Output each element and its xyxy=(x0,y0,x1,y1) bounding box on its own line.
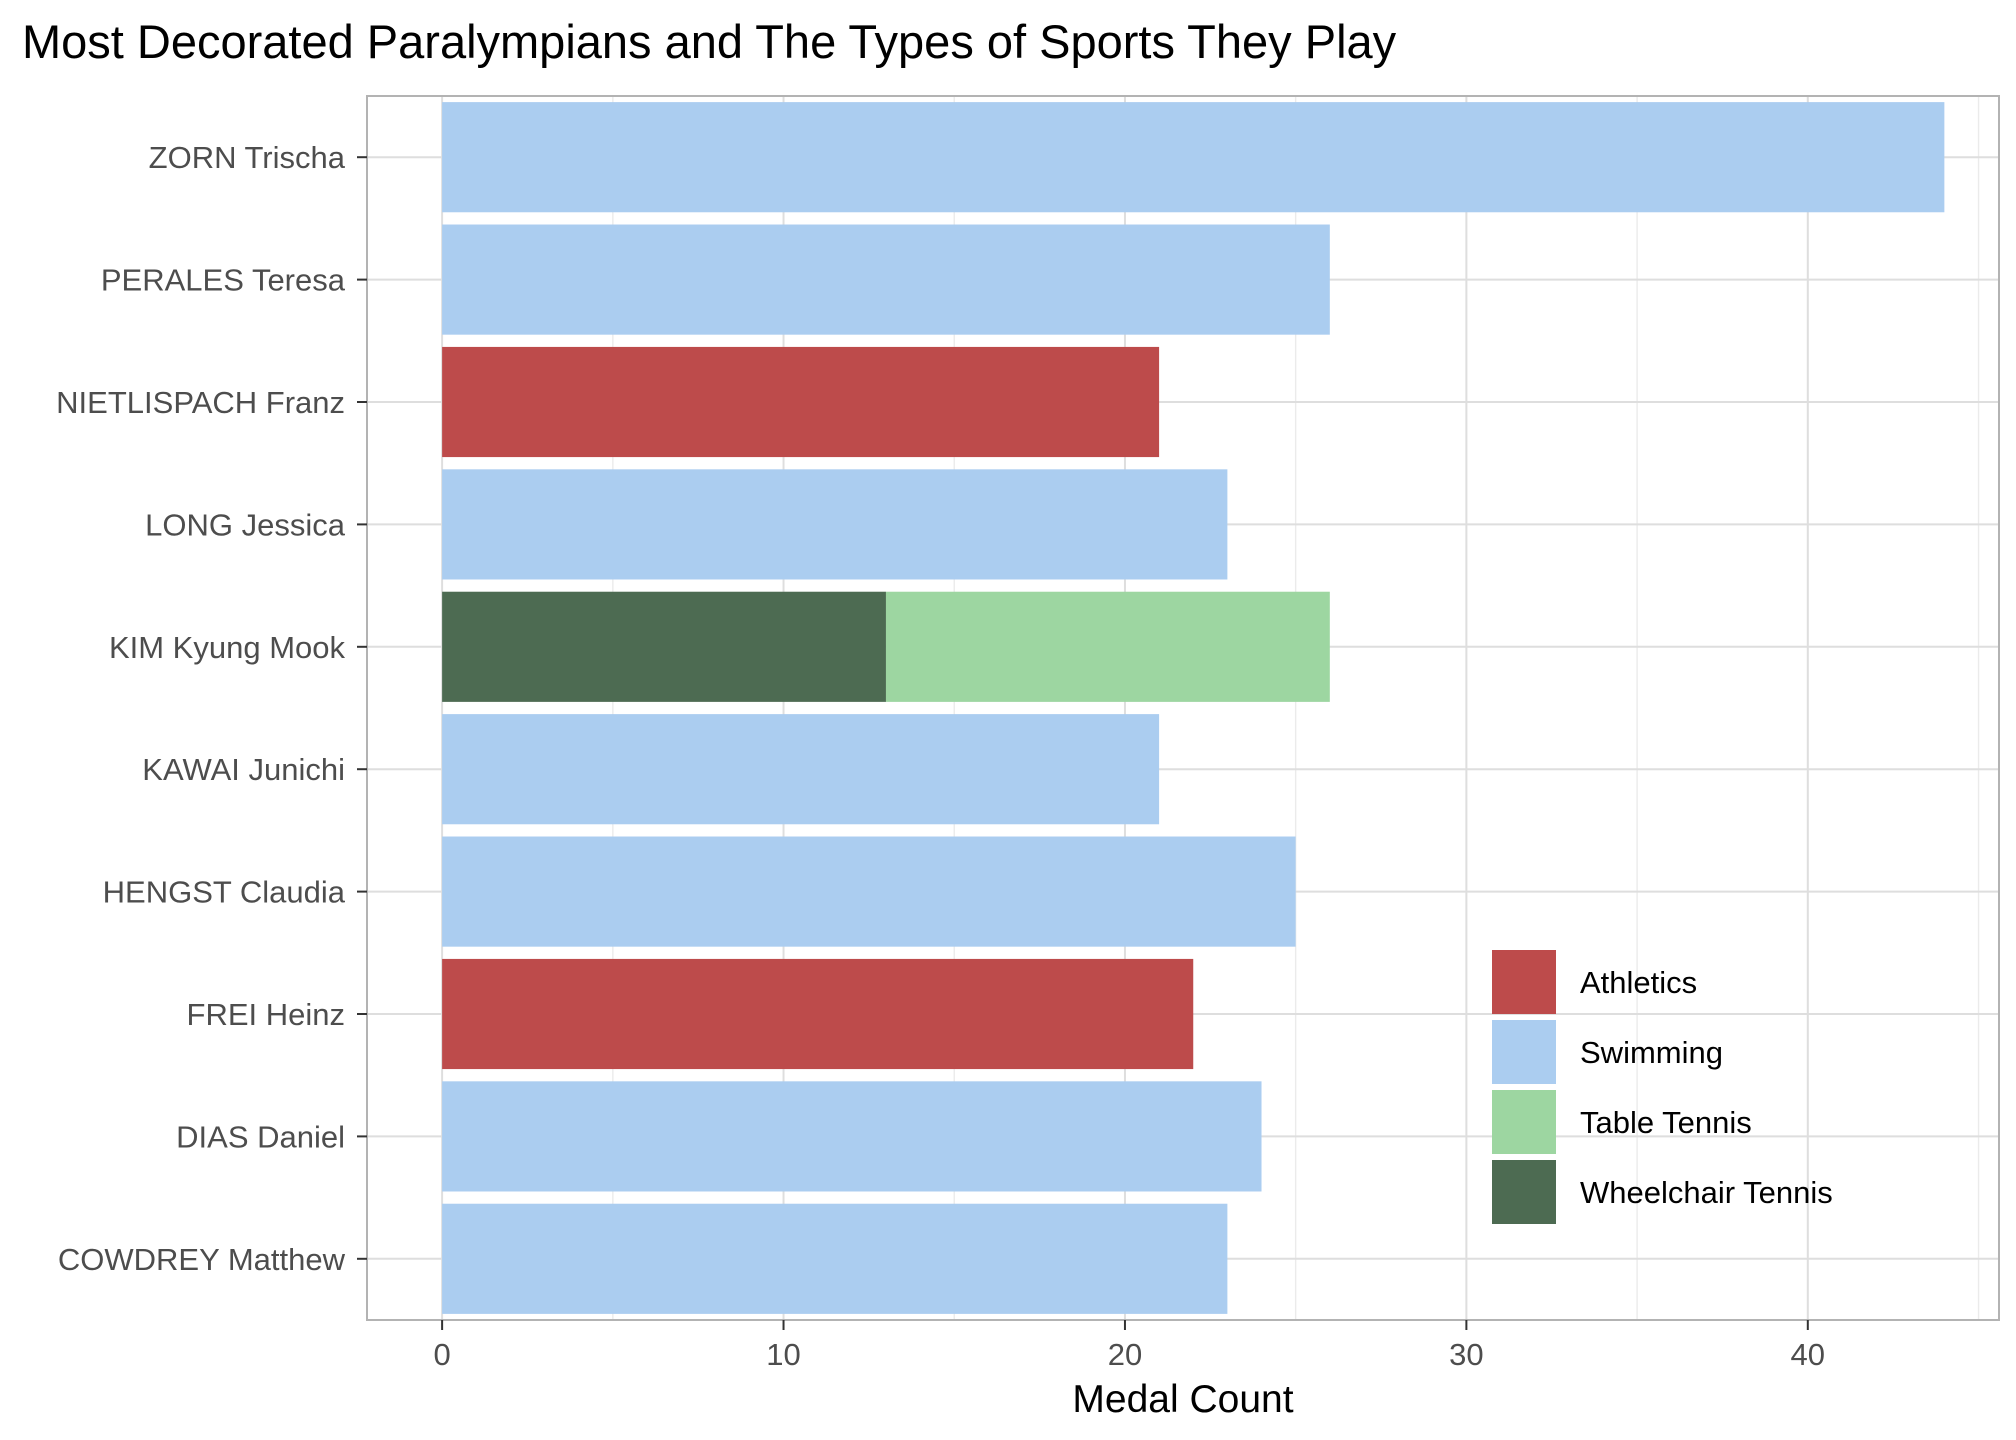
y-tick-label: HENGST Claudia xyxy=(103,875,346,910)
y-axis: ZORN Trischa PERALES Teresa NIETLISPACH Fr… xyxy=(56,140,367,1277)
legend-key xyxy=(1492,1160,1556,1224)
legend-key xyxy=(1492,950,1556,1014)
bar-wheelchair-tennis xyxy=(442,591,886,702)
bar-swimming xyxy=(442,102,1945,213)
legend-key xyxy=(1492,1090,1556,1154)
y-tick-label: DIAS Daniel xyxy=(176,1119,345,1154)
x-tick-label: 40 xyxy=(1791,1337,1825,1372)
y-tick-label: NIETLISPACH Franz xyxy=(56,385,345,420)
bar-swimming xyxy=(442,714,1160,825)
y-tick-label: FREI Heinz xyxy=(187,997,345,1032)
bars xyxy=(442,102,1945,1314)
y-tick-label: KIM Kyung Mook xyxy=(109,630,346,665)
x-axis-label: Medal Count xyxy=(1072,1378,1293,1421)
bar-swimming xyxy=(442,224,1330,335)
legend-label: Table Tennis xyxy=(1580,1105,1752,1140)
bar-athletics xyxy=(442,346,1160,458)
bar-swimming xyxy=(442,469,1228,580)
legend-label: Swimming xyxy=(1580,1035,1723,1070)
x-tick-label: 10 xyxy=(766,1337,800,1372)
x-tick-label: 0 xyxy=(433,1337,450,1372)
chart-title: Most Decorated Paralympians and The Type… xyxy=(22,15,1397,68)
x-axis: 0 10 20 30 40 xyxy=(433,1320,1825,1372)
y-tick-label: LONG Jessica xyxy=(145,507,346,542)
legend-key xyxy=(1492,1020,1556,1084)
bar-table-tennis xyxy=(885,591,1330,702)
bar-athletics xyxy=(442,958,1194,1070)
plot-border xyxy=(366,95,2000,1321)
bar-swimming xyxy=(442,836,1296,947)
y-tick-label: KAWAI Junichi xyxy=(142,752,345,787)
legend-label: Athletics xyxy=(1580,965,1697,1000)
x-tick-label: 20 xyxy=(1108,1337,1142,1372)
x-tick-label: 30 xyxy=(1449,1337,1483,1372)
y-tick-label: ZORN Trischa xyxy=(149,140,346,175)
legend-label: Wheelchair Tennis xyxy=(1580,1175,1833,1210)
y-tick-label: PERALES Teresa xyxy=(101,263,346,298)
bar-swimming xyxy=(442,1203,1228,1314)
y-tick-label: COWDREY Matthew xyxy=(58,1242,346,1277)
legend: Athletics Swimming Table Tennis Wheelchair … xyxy=(1492,950,1833,1224)
bar-swimming xyxy=(442,1081,1262,1192)
